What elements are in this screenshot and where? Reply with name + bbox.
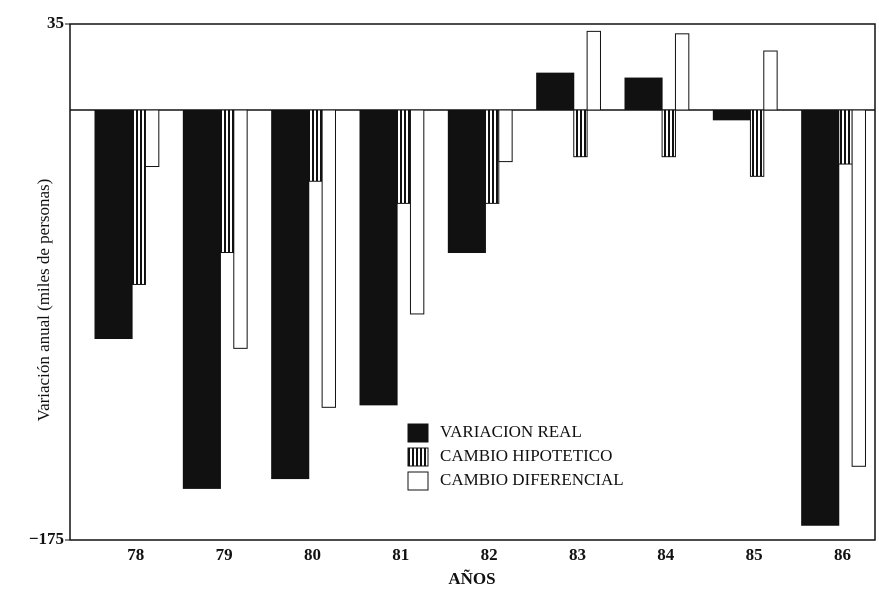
bar [838, 109, 853, 165]
x-tick-label: 84 [657, 545, 675, 564]
x-tick-label: 80 [304, 545, 321, 564]
bar [763, 50, 778, 111]
bar [749, 109, 765, 177]
x-axis-label: AÑOS [448, 569, 495, 588]
bar [624, 77, 663, 111]
bar [271, 109, 310, 480]
legend-label: CAMBIO HIPOTETICO [440, 446, 612, 465]
y-tick-label: 35 [47, 13, 64, 32]
bar [396, 109, 411, 204]
bar [573, 109, 588, 158]
bar [219, 109, 235, 254]
bar [661, 109, 676, 158]
legend-swatch [407, 447, 429, 467]
bar [484, 109, 500, 204]
bar [409, 109, 425, 315]
bar [321, 109, 336, 408]
bar [851, 109, 866, 467]
bar [308, 109, 323, 182]
bar [586, 30, 601, 111]
legend-swatch [407, 471, 429, 491]
x-tick-label: 85 [746, 545, 763, 564]
plot-frame [69, 23, 876, 541]
x-tick-label: 81 [392, 545, 409, 564]
bar [674, 33, 690, 111]
bar [182, 109, 221, 489]
bar [536, 72, 575, 111]
bar [94, 109, 133, 340]
legend-swatch [407, 423, 429, 443]
y-axis-label: Variación anual (miles de personas) [34, 179, 53, 422]
bar [498, 109, 513, 163]
legend-label: CAMBIO DIFERENCIAL [440, 470, 624, 489]
x-tick-label: 86 [834, 545, 851, 564]
bar [359, 109, 398, 406]
bar [801, 109, 840, 526]
x-tick-label: 82 [481, 545, 498, 564]
bar [233, 109, 248, 349]
bar [131, 109, 146, 285]
x-tick-label: 79 [216, 545, 233, 564]
legend-label: VARIACION REAL [440, 422, 582, 441]
bar [712, 109, 751, 121]
x-tick-label: 78 [127, 545, 144, 564]
y-tick-label: −175 [29, 529, 64, 548]
bar [144, 109, 160, 168]
x-tick-label: 83 [569, 545, 586, 564]
bar [447, 109, 486, 254]
